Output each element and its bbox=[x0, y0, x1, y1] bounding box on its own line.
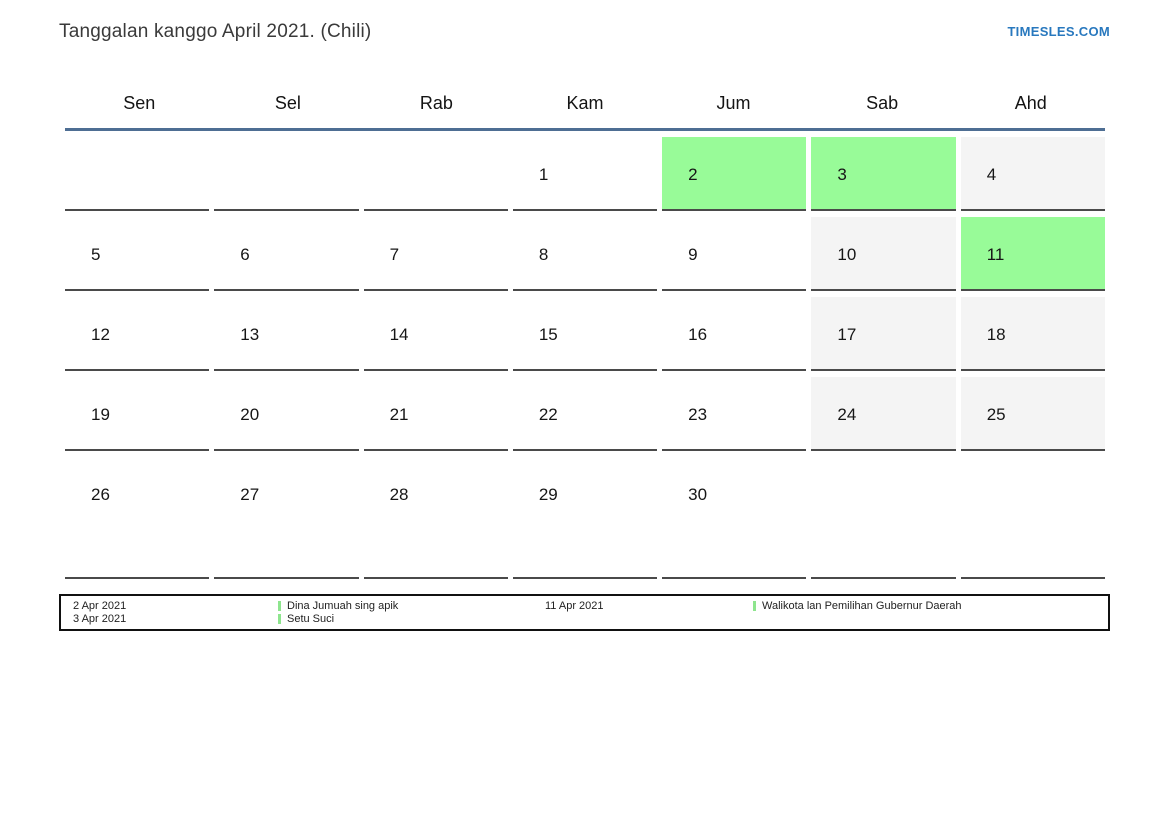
day-cell-empty bbox=[811, 457, 956, 579]
day-cell-weekend: 24 bbox=[811, 377, 956, 451]
legend-date: 3 Apr 2021 bbox=[73, 612, 127, 625]
day-cell: 6 bbox=[214, 217, 359, 291]
day-cell-weekend: 10 bbox=[811, 217, 956, 291]
legend-events-group-1: Dina Jumuah sing apik Setu Suci bbox=[278, 600, 398, 625]
day-cell: 14 bbox=[363, 297, 508, 371]
legend-dates-group-1: 2 Apr 2021 3 Apr 2021 bbox=[73, 600, 126, 625]
day-cell: 15 bbox=[512, 297, 658, 371]
day-cell-highlighted: 3 bbox=[811, 137, 956, 211]
day-cell-empty bbox=[214, 137, 359, 211]
day-cell: 13 bbox=[214, 297, 359, 371]
day-cell-empty bbox=[363, 137, 508, 211]
legend-box: 2 Apr 2021 3 Apr 2021 Dina Jumuah sing a… bbox=[59, 594, 1110, 631]
day-cell: 26 bbox=[65, 457, 210, 579]
day-cell: 19 bbox=[65, 377, 210, 451]
header-rule bbox=[65, 128, 1105, 131]
day-cell: 28 bbox=[363, 457, 508, 579]
day-cell-highlighted: 2 bbox=[662, 137, 807, 211]
day-cell: 27 bbox=[214, 457, 359, 579]
day-cell-empty bbox=[960, 457, 1105, 579]
event-marker-icon bbox=[753, 601, 756, 612]
day-cell: 30 bbox=[662, 457, 807, 579]
legend-dates-group-2: 11 Apr 2021 bbox=[545, 600, 604, 613]
legend-event: Dina Jumuah sing apik bbox=[287, 600, 399, 612]
weekday-header-sel: Sel bbox=[274, 93, 301, 113]
weekday-header-sen: Sen bbox=[123, 93, 156, 113]
legend-event: Setu Suci bbox=[287, 612, 335, 625]
page-title: Tanggalan kanggo April 2021. (Chili) bbox=[59, 21, 372, 42]
weekday-header-sab: Sab bbox=[866, 93, 899, 113]
day-cell-weekend: 4 bbox=[960, 137, 1105, 211]
event-marker-icon bbox=[278, 601, 281, 612]
legend-event: Walikota lan Pemilihan Gubernur Daerah bbox=[762, 600, 962, 612]
weekday-header-jum: Jum bbox=[716, 93, 751, 113]
event-marker-icon bbox=[278, 613, 281, 624]
day-cell: 5 bbox=[65, 217, 210, 291]
day-cell-weekend: 17 bbox=[811, 297, 956, 371]
day-cell: 22 bbox=[512, 377, 658, 451]
calendar: Sen Sel Rab Kam Jum Sab Ahd 1 2 3 4 5 6 … bbox=[65, 79, 1105, 579]
day-cell: 29 bbox=[512, 457, 658, 579]
brand-link[interactable]: TIMESLES.COM bbox=[1007, 24, 1110, 39]
day-cell: 16 bbox=[662, 297, 807, 371]
day-cell: 1 bbox=[512, 137, 658, 211]
legend-events-group-2: Walikota lan Pemilihan Gubernur Daerah bbox=[753, 600, 962, 613]
legend-date: 2 Apr 2021 bbox=[73, 600, 127, 612]
legend-date: 11 Apr 2021 bbox=[545, 600, 604, 612]
day-cell: 21 bbox=[363, 377, 508, 451]
day-cell-empty bbox=[65, 137, 210, 211]
weekday-header-rab: Rab bbox=[419, 93, 453, 113]
day-cell: 20 bbox=[214, 377, 359, 451]
weekday-header-row: Sen Sel Rab Kam Jum Sab Ahd bbox=[65, 79, 1105, 128]
day-cell: 7 bbox=[363, 217, 508, 291]
day-cell: 12 bbox=[65, 297, 210, 371]
day-grid: 1 2 3 4 5 6 7 8 9 10 11 12 13 14 15 16 1… bbox=[65, 137, 1105, 579]
day-cell-weekend: 25 bbox=[960, 377, 1105, 451]
day-cell: 9 bbox=[662, 217, 807, 291]
day-cell: 8 bbox=[512, 217, 658, 291]
weekday-header-ahd: Ahd bbox=[1014, 93, 1047, 113]
day-cell-weekend: 18 bbox=[960, 297, 1105, 371]
day-cell-highlighted: 11 bbox=[960, 217, 1105, 291]
weekday-header-kam: Kam bbox=[566, 93, 604, 113]
day-cell: 23 bbox=[662, 377, 807, 451]
